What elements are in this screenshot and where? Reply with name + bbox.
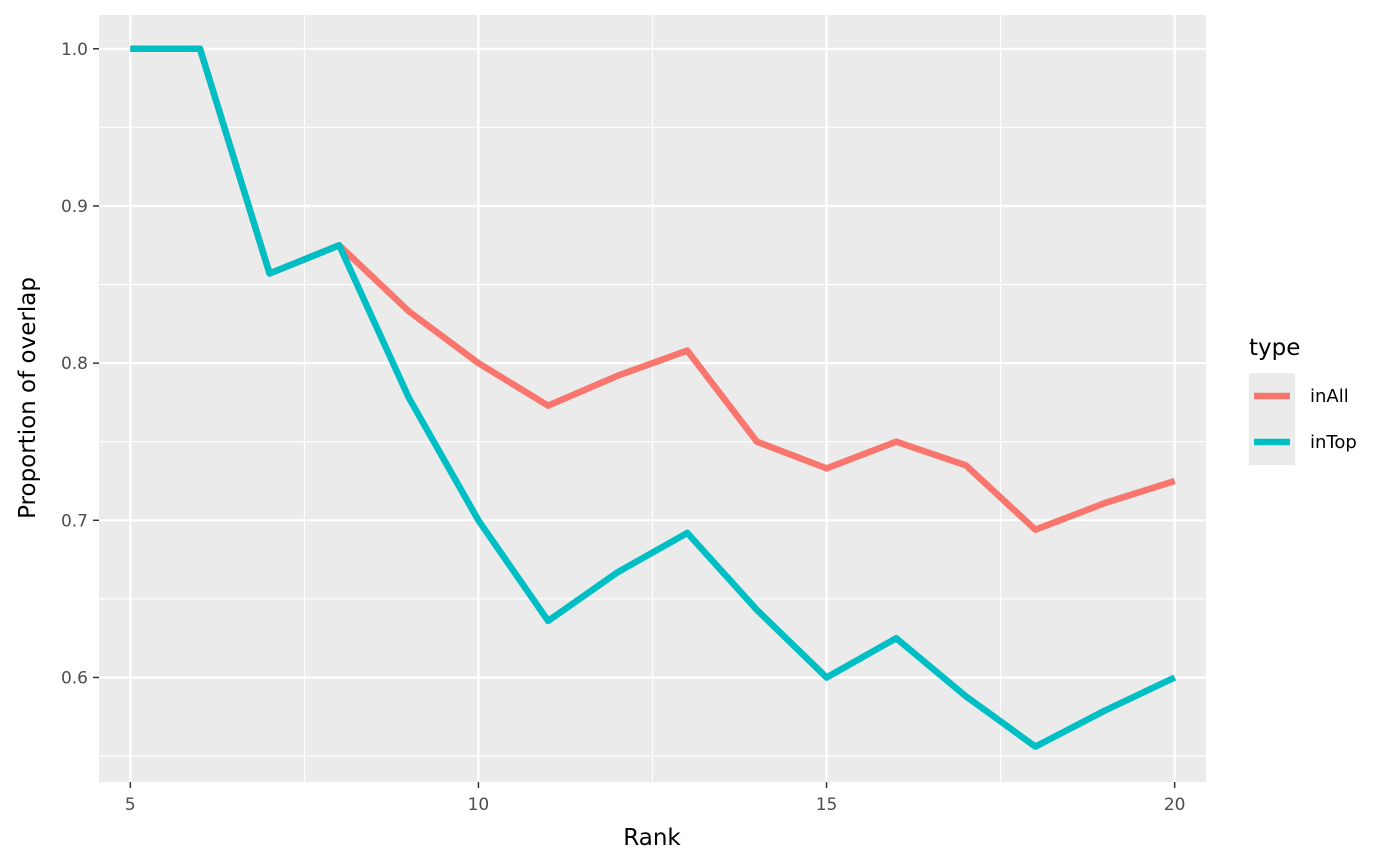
legend-title: type <box>1249 335 1300 361</box>
x-tick-label: 10 <box>468 795 490 815</box>
y-tick-label: 0.7 <box>61 511 88 531</box>
legend-label-inAll: inAll <box>1310 386 1349 407</box>
legend-label-inTop: inTop <box>1310 432 1357 453</box>
y-axis-tick-labels: 0.6 0.7 0.8 0.9 1.0 <box>61 40 88 689</box>
axis-ticks <box>93 48 1176 788</box>
legend: type inAll inTop <box>1249 335 1357 465</box>
minor-gridlines <box>99 15 1206 782</box>
series-line-inTop <box>130 45 1177 750</box>
legend-items: inAll inTop <box>1249 373 1357 465</box>
y-axis-title: Proportion of overlap <box>15 277 41 519</box>
y-tick-label: 0.8 <box>61 354 88 374</box>
series-lines <box>130 45 1177 750</box>
x-tick-label: 15 <box>816 795 838 815</box>
y-tick-label: 0.6 <box>61 668 88 688</box>
x-tick-label: 5 <box>125 795 136 815</box>
y-tick-label: 1.0 <box>61 40 88 60</box>
x-tick-label: 20 <box>1164 795 1186 815</box>
x-axis-title: Rank <box>623 825 681 851</box>
x-axis-tick-labels: 5 10 15 20 <box>125 795 1186 815</box>
y-tick-label: 0.9 <box>61 197 88 217</box>
